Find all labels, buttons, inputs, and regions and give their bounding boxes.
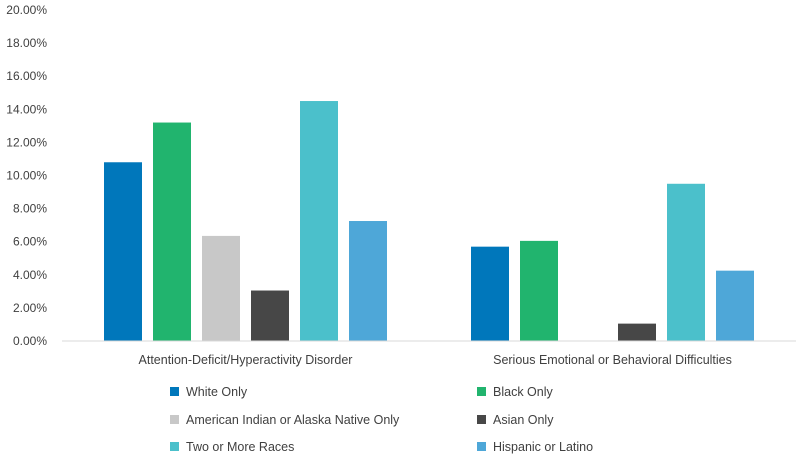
y-tick-label: 16.00% [6,69,47,83]
legend-item: Two or More Races [170,440,294,454]
x-category-label: Serious Emotional or Behavioral Difficul… [493,353,732,367]
legend-swatch [170,387,179,396]
legend-label: Black Only [493,385,553,399]
bar [349,221,387,341]
legend-swatch [477,387,486,396]
y-tick-label: 18.00% [6,36,47,50]
legend-label: Asian Only [493,413,554,427]
y-tick-label: 10.00% [6,169,47,183]
bar [300,101,338,342]
legend-item: American Indian or Alaska Native Only [170,413,400,427]
bars [104,101,754,342]
y-axis-tick-labels: 0.00% 2.00% 4.00% 6.00% 8.00% 10.00% 12.00% 14.… [6,3,47,348]
y-tick-label: 14.00% [6,102,47,116]
y-tick-label: 20.00% [6,3,47,17]
y-tick-label: 4.00% [13,268,47,282]
legend-swatch [170,415,179,424]
legend: White Only Black Only American Indian or A… [170,385,593,454]
legend-swatch [170,442,179,451]
bar [716,270,754,341]
legend-swatch [477,415,486,424]
legend-label: Hispanic or Latino [493,440,593,454]
bar [618,323,656,341]
legend-item: White Only [170,385,248,399]
y-tick-label: 0.00% [13,334,47,348]
legend-label: Two or More Races [186,440,294,454]
bar [153,122,191,341]
legend-label: White Only [186,385,248,399]
bar [251,290,289,341]
x-axis-category-labels: Attention-Deficit/Hyperactivity Disorder… [139,353,732,367]
bar [520,240,558,341]
legend-item: Black Only [477,385,553,399]
y-tick-label: 2.00% [13,301,47,315]
bar [202,235,240,341]
legend-item: Hispanic or Latino [477,440,593,454]
y-tick-label: 12.00% [6,135,47,149]
y-tick-label: 6.00% [13,235,47,249]
legend-label: American Indian or Alaska Native Only [186,413,400,427]
legend-swatch [477,442,486,451]
bar [104,162,142,341]
y-tick-label: 8.00% [13,202,47,216]
legend-item: Asian Only [477,413,554,427]
bar [471,246,509,341]
bar [667,183,705,341]
x-category-label: Attention-Deficit/Hyperactivity Disorder [139,353,353,367]
